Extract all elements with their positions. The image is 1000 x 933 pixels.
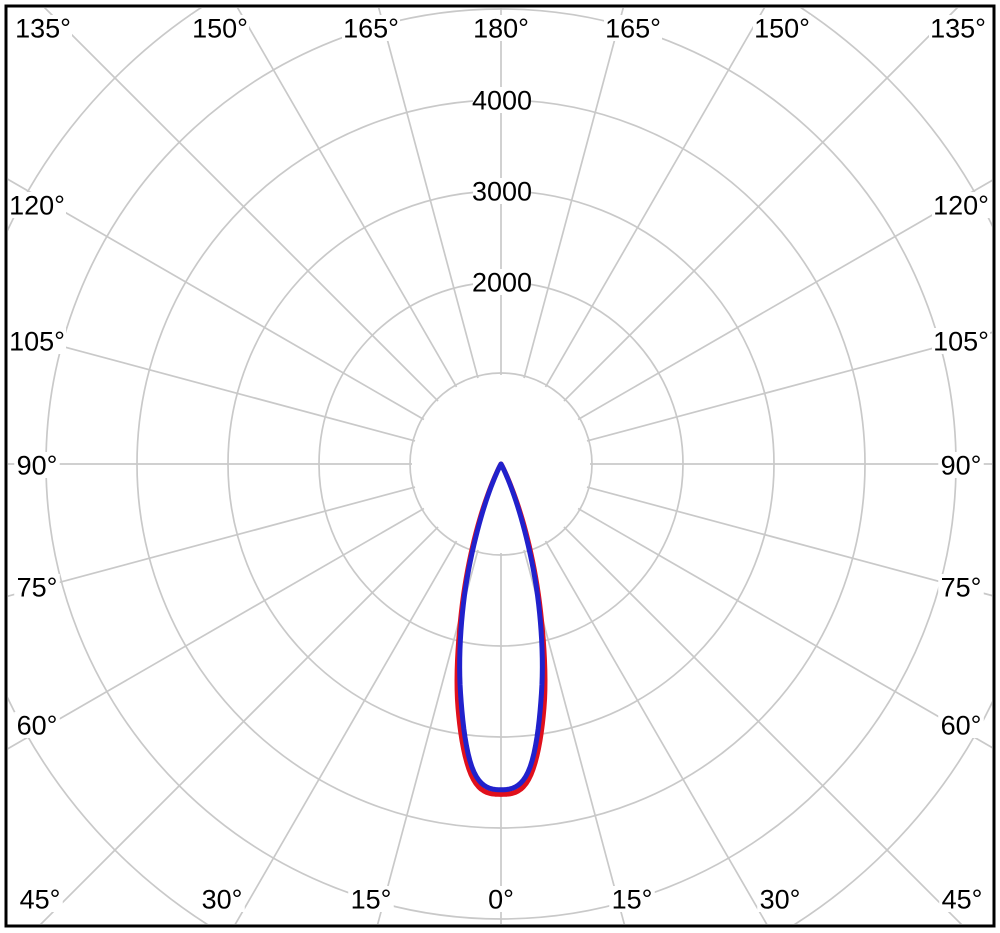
angle-label-right-4-bg <box>938 712 984 738</box>
radial-tick-2000-bg <box>473 269 531 295</box>
grid-spoke-255 <box>377 8 479 379</box>
grid-spoke-60 <box>544 540 768 924</box>
chart-frame <box>4 4 996 928</box>
angle-label-top-5-bg <box>753 15 811 41</box>
angle-label-right-3: 75° <box>941 572 982 602</box>
series-curve-plane-blue <box>457 461 545 793</box>
angle-label-bottom-1: 30° <box>202 884 243 914</box>
angle-label-bottom-6-bg <box>939 886 985 912</box>
grid-spoke-210 <box>8 178 425 421</box>
angle-label-bottom-0-bg <box>17 886 63 912</box>
angle-label-bottom-0: 45° <box>20 884 61 914</box>
angle-label-left-2-bg <box>14 452 60 478</box>
angle-label-top-6: 135° <box>930 13 986 43</box>
angle-label-top-4-bg <box>604 15 662 41</box>
angle-label-top-3-bg <box>472 15 530 41</box>
grid-spoke-45 <box>563 526 963 924</box>
angle-label-left-0-bg <box>8 192 66 218</box>
angle-label-top-0-bg <box>14 15 72 41</box>
angle-label-top-4: 165° <box>605 13 661 43</box>
grid-spoke-150 <box>8 507 425 750</box>
grid-spoke-240 <box>236 8 458 388</box>
angle-label-bottom-2-bg <box>348 886 394 912</box>
angle-label-right-1: 105° <box>933 326 989 356</box>
angle-label-left-4-bg <box>14 712 60 738</box>
angle-label-top-3: 180° <box>473 13 529 43</box>
angle-label-left-4: 60° <box>17 710 58 740</box>
angle-label-right-1-bg <box>932 328 990 354</box>
grid-spoke-75 <box>523 549 626 924</box>
radial-tick-labels: 2000 3000 4000 <box>472 85 532 297</box>
angle-label-bottom-5-bg <box>757 886 803 912</box>
grid-spoke-165 <box>8 486 416 597</box>
angle-labels: 135° 150° 165° 180° 165° 150° 135° 45° 30° 15° 0° 1… <box>8 13 990 914</box>
angle-label-left-1-bg <box>8 328 66 354</box>
grid-spoke-345 <box>586 331 992 442</box>
grid-spoke-135 <box>39 526 439 924</box>
angle-label-right-4: 60° <box>941 710 982 740</box>
grid-spoke-30 <box>577 507 992 749</box>
grid-spoke-330 <box>577 179 992 421</box>
angle-label-right-3-bg <box>938 574 984 600</box>
angle-label-bottom-4: 15° <box>612 884 653 914</box>
angle-label-top-2: 165° <box>343 13 399 43</box>
angle-label-left-0: 120° <box>9 190 65 220</box>
angle-label-top-6-bg <box>929 15 987 41</box>
angle-label-top-1-bg <box>191 15 249 41</box>
angle-label-right-0: 120° <box>933 190 989 220</box>
grid-spoke-285 <box>523 8 625 379</box>
grid-spoke-15 <box>586 486 992 597</box>
grid-spoke-195 <box>8 331 416 442</box>
radial-tick-2000: 2000 <box>472 267 532 297</box>
angle-label-bottom-2: 15° <box>351 884 392 914</box>
angle-label-left-2: 90° <box>17 450 58 480</box>
angle-label-bottom-6: 45° <box>942 884 983 914</box>
angle-label-bottom-3: 0° <box>488 884 514 914</box>
angle-label-bottom-3-bg <box>484 886 518 912</box>
radial-tick-3000-bg <box>473 178 531 204</box>
angle-label-bottom-1-bg <box>199 886 245 912</box>
angle-label-bottom-5: 30° <box>760 884 801 914</box>
angle-label-right-2-bg <box>938 452 984 478</box>
radial-tick-3000: 3000 <box>472 176 532 206</box>
radial-tick-4000: 4000 <box>472 85 532 115</box>
intensity-curves <box>454 461 548 797</box>
grid-spoke-300 <box>544 8 766 388</box>
grid-spoke-120 <box>234 540 458 924</box>
angle-label-left-1: 105° <box>9 326 65 356</box>
grid-spoke-315 <box>563 8 959 402</box>
angle-label-left-3-bg <box>14 574 60 600</box>
angle-label-bottom-4-bg <box>609 886 655 912</box>
angle-label-top-1: 150° <box>192 13 248 43</box>
grid-spoke-225 <box>43 8 439 402</box>
angle-label-left-3: 75° <box>17 572 58 602</box>
grid-spoke-105 <box>376 549 479 924</box>
angle-label-top-5: 150° <box>754 13 810 43</box>
angle-label-right-0-bg <box>932 192 990 218</box>
angle-label-right-2: 90° <box>941 450 982 480</box>
angle-label-top-2-bg <box>342 15 400 41</box>
radial-tick-4000-bg <box>473 87 531 113</box>
angle-label-top-0: 135° <box>15 13 71 43</box>
